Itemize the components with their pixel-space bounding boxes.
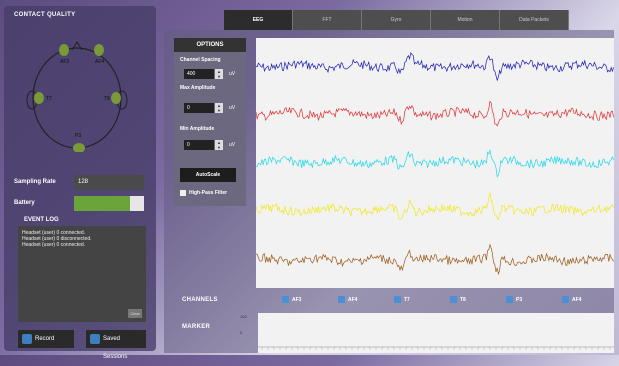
battery-meter <box>74 196 144 211</box>
eeg-trace-4 <box>256 243 614 276</box>
checkbox-icon <box>394 296 401 303</box>
channel-name: AF3 <box>292 296 302 303</box>
highpass-filter-toggle[interactable]: High-Pass Filter <box>180 190 227 196</box>
tab-motion[interactable]: Motion <box>431 10 500 30</box>
sampling-rate-value: 128 <box>74 175 144 190</box>
min-amplitude-stepper[interactable]: ▲ ▼ <box>215 140 223 150</box>
sensor-t7-label: T7 <box>46 96 52 102</box>
sensor-p3-label: P3 <box>75 133 81 139</box>
channel-name: T7 <box>404 296 410 303</box>
marker-y-tick: 100 <box>240 314 247 319</box>
autoscale-button[interactable]: AutoScale <box>180 168 236 182</box>
event-log-title: EVENT LOG <box>24 217 59 223</box>
event-log: Headset (user) 0 connected. Headset (use… <box>18 226 146 322</box>
max-amplitude-input[interactable]: 0 <box>184 103 214 113</box>
channel-toggle-af3[interactable]: AF3 <box>282 296 338 303</box>
channel-toggle-t7[interactable]: T7 <box>394 296 450 303</box>
checkbox-icon <box>282 296 289 303</box>
sensor-af4-label: AF4 <box>95 59 104 65</box>
max-amplitude-label: Max Amplitude <box>180 85 216 91</box>
checkbox-icon <box>562 296 569 303</box>
folder-icon <box>90 334 100 344</box>
channel-name: P3 <box>516 296 523 303</box>
min-amplitude-unit: uV <box>229 142 236 148</box>
highpass-label: High-Pass Filter <box>189 190 228 196</box>
saved-sessions-button[interactable]: Saved Sessions <box>86 330 146 360</box>
eeg-trace-1 <box>256 100 614 127</box>
channels-title: CHANNELS <box>182 297 218 303</box>
record-icon <box>22 334 32 344</box>
channel-toggle-af4b[interactable]: AF4 <box>562 296 618 303</box>
tab-eeg[interactable]: EEG <box>224 10 293 30</box>
marker-title: MARKER <box>182 324 211 330</box>
tab-gyro[interactable]: Gyro <box>362 10 431 30</box>
min-amplitude-label: Min Amplitude <box>180 126 215 132</box>
sensor-af3-label: AF3 <box>60 59 69 65</box>
sensor-t8 <box>111 92 121 104</box>
channel-name: T8 <box>460 296 466 303</box>
channel-spacing-stepper[interactable]: ▲ ▼ <box>215 69 223 79</box>
saved-sessions-label: Saved Sessions <box>103 336 128 360</box>
options-title: OPTIONS <box>174 38 246 52</box>
channel-spacing-unit: uV <box>229 71 236 77</box>
max-amplitude-unit: uV <box>229 105 236 111</box>
eeg-trace-0 <box>256 52 614 82</box>
highpass-checkbox[interactable] <box>180 190 186 196</box>
tab-bar: EEG FFT Gyro Motion Data Packets <box>224 10 569 30</box>
channel-name: AF4 <box>572 296 582 303</box>
battery-label: Battery <box>14 200 35 206</box>
eeg-trace-3 <box>256 192 614 221</box>
sensor-t8-label: T8 <box>104 96 110 102</box>
event-log-line: Headset (user) 0 connected. <box>22 242 86 248</box>
event-log-line: Headset (user) 0 connected. <box>22 230 86 236</box>
marker-y-tick: 0 <box>240 330 243 335</box>
channel-spacing-input[interactable]: 400 <box>184 69 214 79</box>
head-diagram: AF3 AF4 T7 T8 P3 <box>26 41 128 152</box>
channel-toggle-af4[interactable]: AF4 <box>338 296 394 303</box>
checkbox-icon <box>506 296 513 303</box>
record-button[interactable]: Record <box>18 330 74 348</box>
max-amplitude-stepper[interactable]: ▲ ▼ <box>215 103 223 113</box>
record-label: Record <box>35 336 55 342</box>
sensor-t7 <box>34 92 44 104</box>
min-amplitude-input[interactable]: 0 <box>184 140 214 150</box>
clear-log-button[interactable]: Clear <box>128 309 142 318</box>
channel-toggles: AF3 AF4 T7 T8 P3 AF4 <box>282 296 618 303</box>
battery-fill <box>74 196 130 211</box>
eeg-trace-2 <box>256 149 614 178</box>
sensor-p3 <box>73 143 85 152</box>
channel-toggle-p3[interactable]: P3 <box>506 296 562 303</box>
contact-quality-title: CONTACT QUALITY <box>14 12 76 18</box>
event-log-line: Headset (user) 0 disconnected. <box>22 236 92 242</box>
tab-data-packets[interactable]: Data Packets <box>500 10 569 30</box>
sampling-rate-label: Sampling Rate <box>14 179 56 185</box>
marker-plot <box>258 313 614 353</box>
eeg-plot <box>256 38 614 288</box>
sensor-af3 <box>59 44 69 56</box>
sensor-af4 <box>94 44 104 56</box>
channel-spacing-label: Channel Spacing <box>180 57 221 63</box>
channel-name: AF4 <box>348 296 358 303</box>
channel-toggle-t8[interactable]: T8 <box>450 296 506 303</box>
checkbox-icon <box>450 296 457 303</box>
tab-fft[interactable]: FFT <box>293 10 362 30</box>
checkbox-icon <box>338 296 345 303</box>
